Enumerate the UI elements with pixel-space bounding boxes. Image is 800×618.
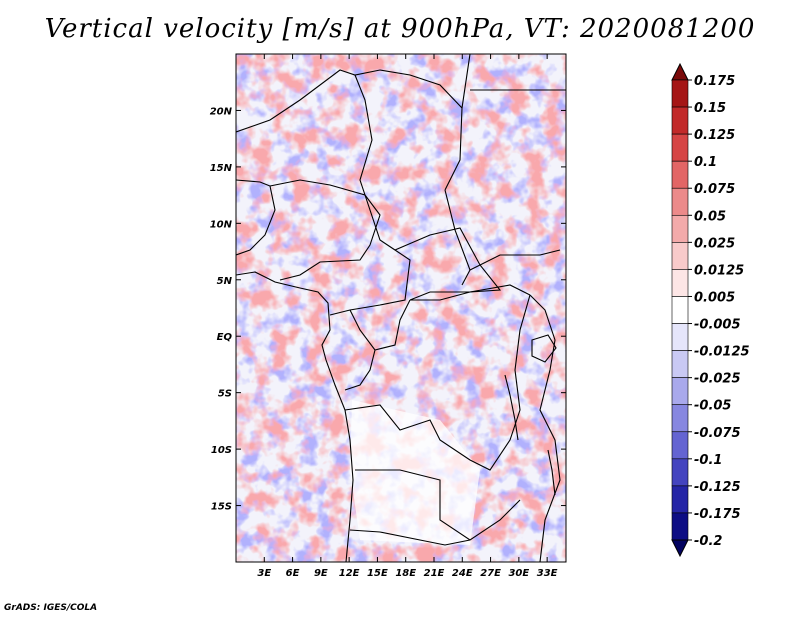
lake-tanganyika [504, 374, 519, 441]
border-niger-mali [236, 179, 276, 256]
y-axis: 20N 15N 10N 5N EQ 5S 10S 15S [210, 106, 566, 513]
coastline-west-africa [236, 271, 354, 562]
x-tick-label: 6E [286, 568, 300, 579]
border-cameroon [329, 194, 411, 316]
border-car [394, 227, 502, 301]
x-tick-label: 33E [537, 568, 558, 579]
colorbar-segment [671, 242, 689, 270]
y-tick-label: 5S [218, 389, 232, 400]
colorbar-segment [671, 458, 689, 487]
colorbar-segment [671, 106, 689, 135]
border-east-africa [529, 294, 561, 562]
colorbar-segment [671, 133, 689, 162]
colorbar-label: 0.15 [694, 101, 726, 116]
x-tick-label: 27E [480, 568, 501, 579]
colorbar-segment [671, 377, 689, 406]
calm-region [350, 400, 480, 545]
colorbar-segment [671, 431, 689, 460]
colorbar-bottom-triangle [671, 539, 689, 558]
colorbar-label: -0.1 [694, 453, 722, 468]
colorbar-label: -0.05 [694, 399, 731, 414]
colorbar: 0.175 0.15 0.125 0.1 0.075 0.05 0.025 0.0125 0.0… [671, 62, 750, 558]
grads-credit: GrADS: IGES/COLA [4, 603, 98, 613]
x-tick-label: 9E [314, 568, 328, 579]
chart-title: Vertical velocity [m/s] at 900hPa, VT: 2… [44, 14, 756, 44]
x-tick-label: 30E [508, 568, 529, 579]
border-nigeria [269, 179, 381, 281]
border-drc-north [409, 284, 531, 301]
border-angola-zambia [355, 469, 521, 541]
lake-victoria [531, 334, 557, 363]
x-tick-label: 12E [339, 568, 360, 579]
border-sahara [236, 69, 463, 191]
colorbar-segment [671, 485, 689, 514]
colorbar-segment [671, 269, 689, 297]
colorbar-label: -0.075 [694, 426, 741, 441]
colorbar-segment [671, 160, 689, 189]
y-tick-label: EQ [217, 332, 233, 343]
colorbar-label: 0.075 [694, 182, 735, 197]
border-chad-sudan [444, 189, 471, 286]
x-tick-label: 3E [257, 568, 271, 579]
colorbar-segment [671, 79, 689, 108]
colorbar-label: -0.025 [694, 372, 741, 387]
colorbar-segment [671, 296, 689, 324]
plot-frame [235, 53, 567, 563]
y-tick-label: 10N [210, 219, 233, 230]
y-tick-label: 5N [217, 276, 233, 287]
border-namibia [349, 529, 471, 546]
colorbar-label: 0.0125 [694, 263, 744, 278]
colorbar-label: -0.2 [694, 534, 722, 549]
border-libya-egypt [461, 54, 566, 109]
colorbar-label: -0.125 [694, 480, 741, 495]
colorbar-segment [671, 214, 689, 243]
velocity-field [236, 54, 566, 562]
lake-malawi [547, 449, 556, 496]
border-congo [344, 309, 376, 391]
border-west-small [354, 74, 373, 196]
border-drc-west [374, 299, 411, 351]
colorbar-label: 0.005 [694, 290, 735, 305]
x-tick-label: 15E [367, 568, 388, 579]
colorbar-segment [671, 404, 689, 433]
colorbar-label: -0.175 [694, 507, 741, 522]
x-tick-label: 24E [452, 568, 473, 579]
colorbar-segment [671, 323, 689, 351]
y-tick-label: 15N [210, 163, 233, 174]
y-tick-label: 15S [211, 502, 232, 513]
y-tick-label: 10S [211, 445, 232, 456]
boundaries [236, 54, 566, 562]
colorbar-label: -0.005 [694, 318, 741, 333]
colorbar-label: 0.05 [694, 209, 726, 224]
x-tick-label: 21E [424, 568, 445, 579]
colorbar-segment [671, 187, 689, 216]
x-tick-label: 18E [395, 568, 416, 579]
colorbar-label: 0.1 [694, 155, 717, 170]
border-drc-south [344, 294, 531, 471]
y-tick-label: 20N [210, 106, 233, 117]
colorbar-top-triangle [671, 62, 689, 81]
border-sudan-south [469, 249, 561, 271]
colorbar-segment [671, 350, 689, 378]
colorbar-label: 0.025 [694, 236, 735, 251]
colorbar-segment [671, 512, 689, 541]
colorbar-label: 0.125 [694, 128, 735, 143]
colorbar-label: -0.0125 [694, 345, 750, 360]
x-axis: 3E 6E 9E 12E 15E 18E 21E 24E 27E 30E 33E [257, 54, 558, 579]
colorbar-label: 0.175 [694, 74, 735, 89]
